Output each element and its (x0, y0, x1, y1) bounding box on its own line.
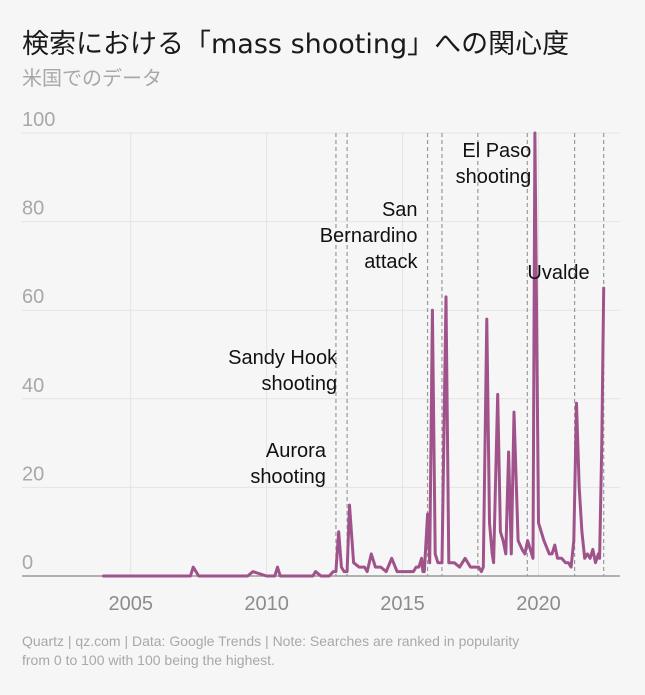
y-tick-label: 40 (22, 375, 44, 397)
footer: Quartz | qz.com | Data: Google Trends | … (22, 632, 622, 670)
gridlines (22, 132, 620, 576)
annotation-label: San Bernardino attack (320, 199, 419, 273)
y-tick-label: 100 (22, 109, 55, 131)
x-axis-ticks: 2005 2010 2015 2020 (108, 593, 560, 615)
series-line (102, 131, 606, 578)
annotation-label: Sandy Hook shooting (228, 347, 338, 395)
y-axis-ticks: 0 20 40 60 80 100 (22, 109, 55, 574)
x-tick-label: 2015 (380, 593, 425, 615)
annotation-label: Aurora shooting (250, 440, 327, 488)
annotations: Aurora shooting Sandy Hook shooting San Berna… (228, 140, 590, 488)
chart-title: 検索における「mass shooting」への関心度 (22, 29, 570, 60)
chart-subtitle: 米国でのデータ (22, 66, 162, 90)
x-tick-label: 2010 (244, 593, 289, 615)
annotation-label: Uvalde (527, 262, 589, 284)
footer-line-2: from 0 to 100 with 100 being the highest… (22, 652, 275, 668)
y-tick-label: 20 (22, 463, 44, 485)
event-markers (335, 133, 605, 576)
footer-line-1: Quartz | qz.com | Data: Google Trends | … (22, 633, 520, 649)
x-tick-label: 2020 (516, 593, 561, 615)
y-tick-label: 80 (22, 198, 44, 220)
annotation-label: El Paso shooting (456, 140, 532, 188)
x-tick-label: 2005 (108, 593, 153, 615)
y-tick-label: 60 (22, 286, 44, 308)
y-tick-label: 0 (22, 552, 33, 574)
